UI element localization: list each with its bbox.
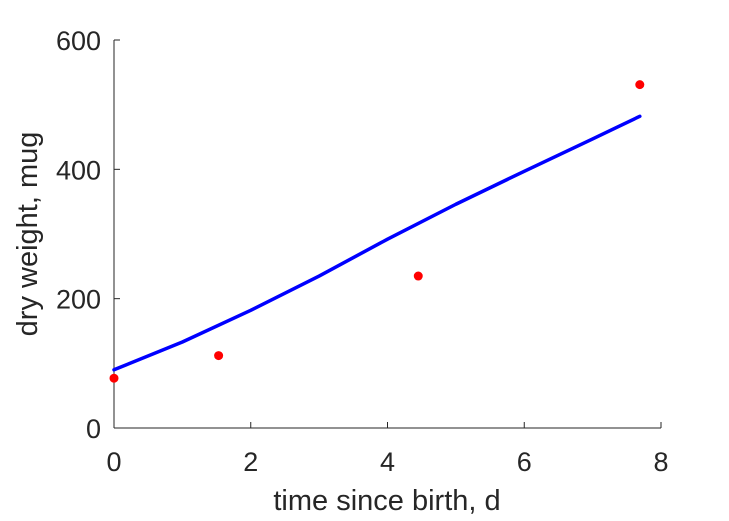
data-point: [109, 373, 119, 383]
y-tick-label: 400: [56, 155, 101, 185]
x-axis-label: time since birth, d: [273, 485, 500, 517]
x-tick-label: 6: [517, 447, 532, 477]
y-ticks: 0 200 400 600: [56, 26, 120, 444]
data-point: [635, 80, 645, 90]
y-tick-label: 600: [56, 26, 101, 56]
data-point: [214, 351, 224, 361]
fit-curve: [112, 114, 642, 372]
y-tick-label: 0: [86, 414, 101, 444]
y-axis-label: dry weight, mug: [12, 132, 44, 337]
x-tick-label: 4: [380, 447, 395, 477]
data-point: [413, 271, 423, 281]
x-tick-label: 8: [653, 447, 668, 477]
x-tick-label: 2: [243, 447, 258, 477]
x-ticks: 0 2 4 6 8: [106, 422, 669, 477]
axes: [113, 40, 661, 429]
y-tick-label: 200: [56, 285, 101, 315]
series-layer: [109, 80, 645, 383]
x-tick-label: 0: [106, 447, 121, 477]
